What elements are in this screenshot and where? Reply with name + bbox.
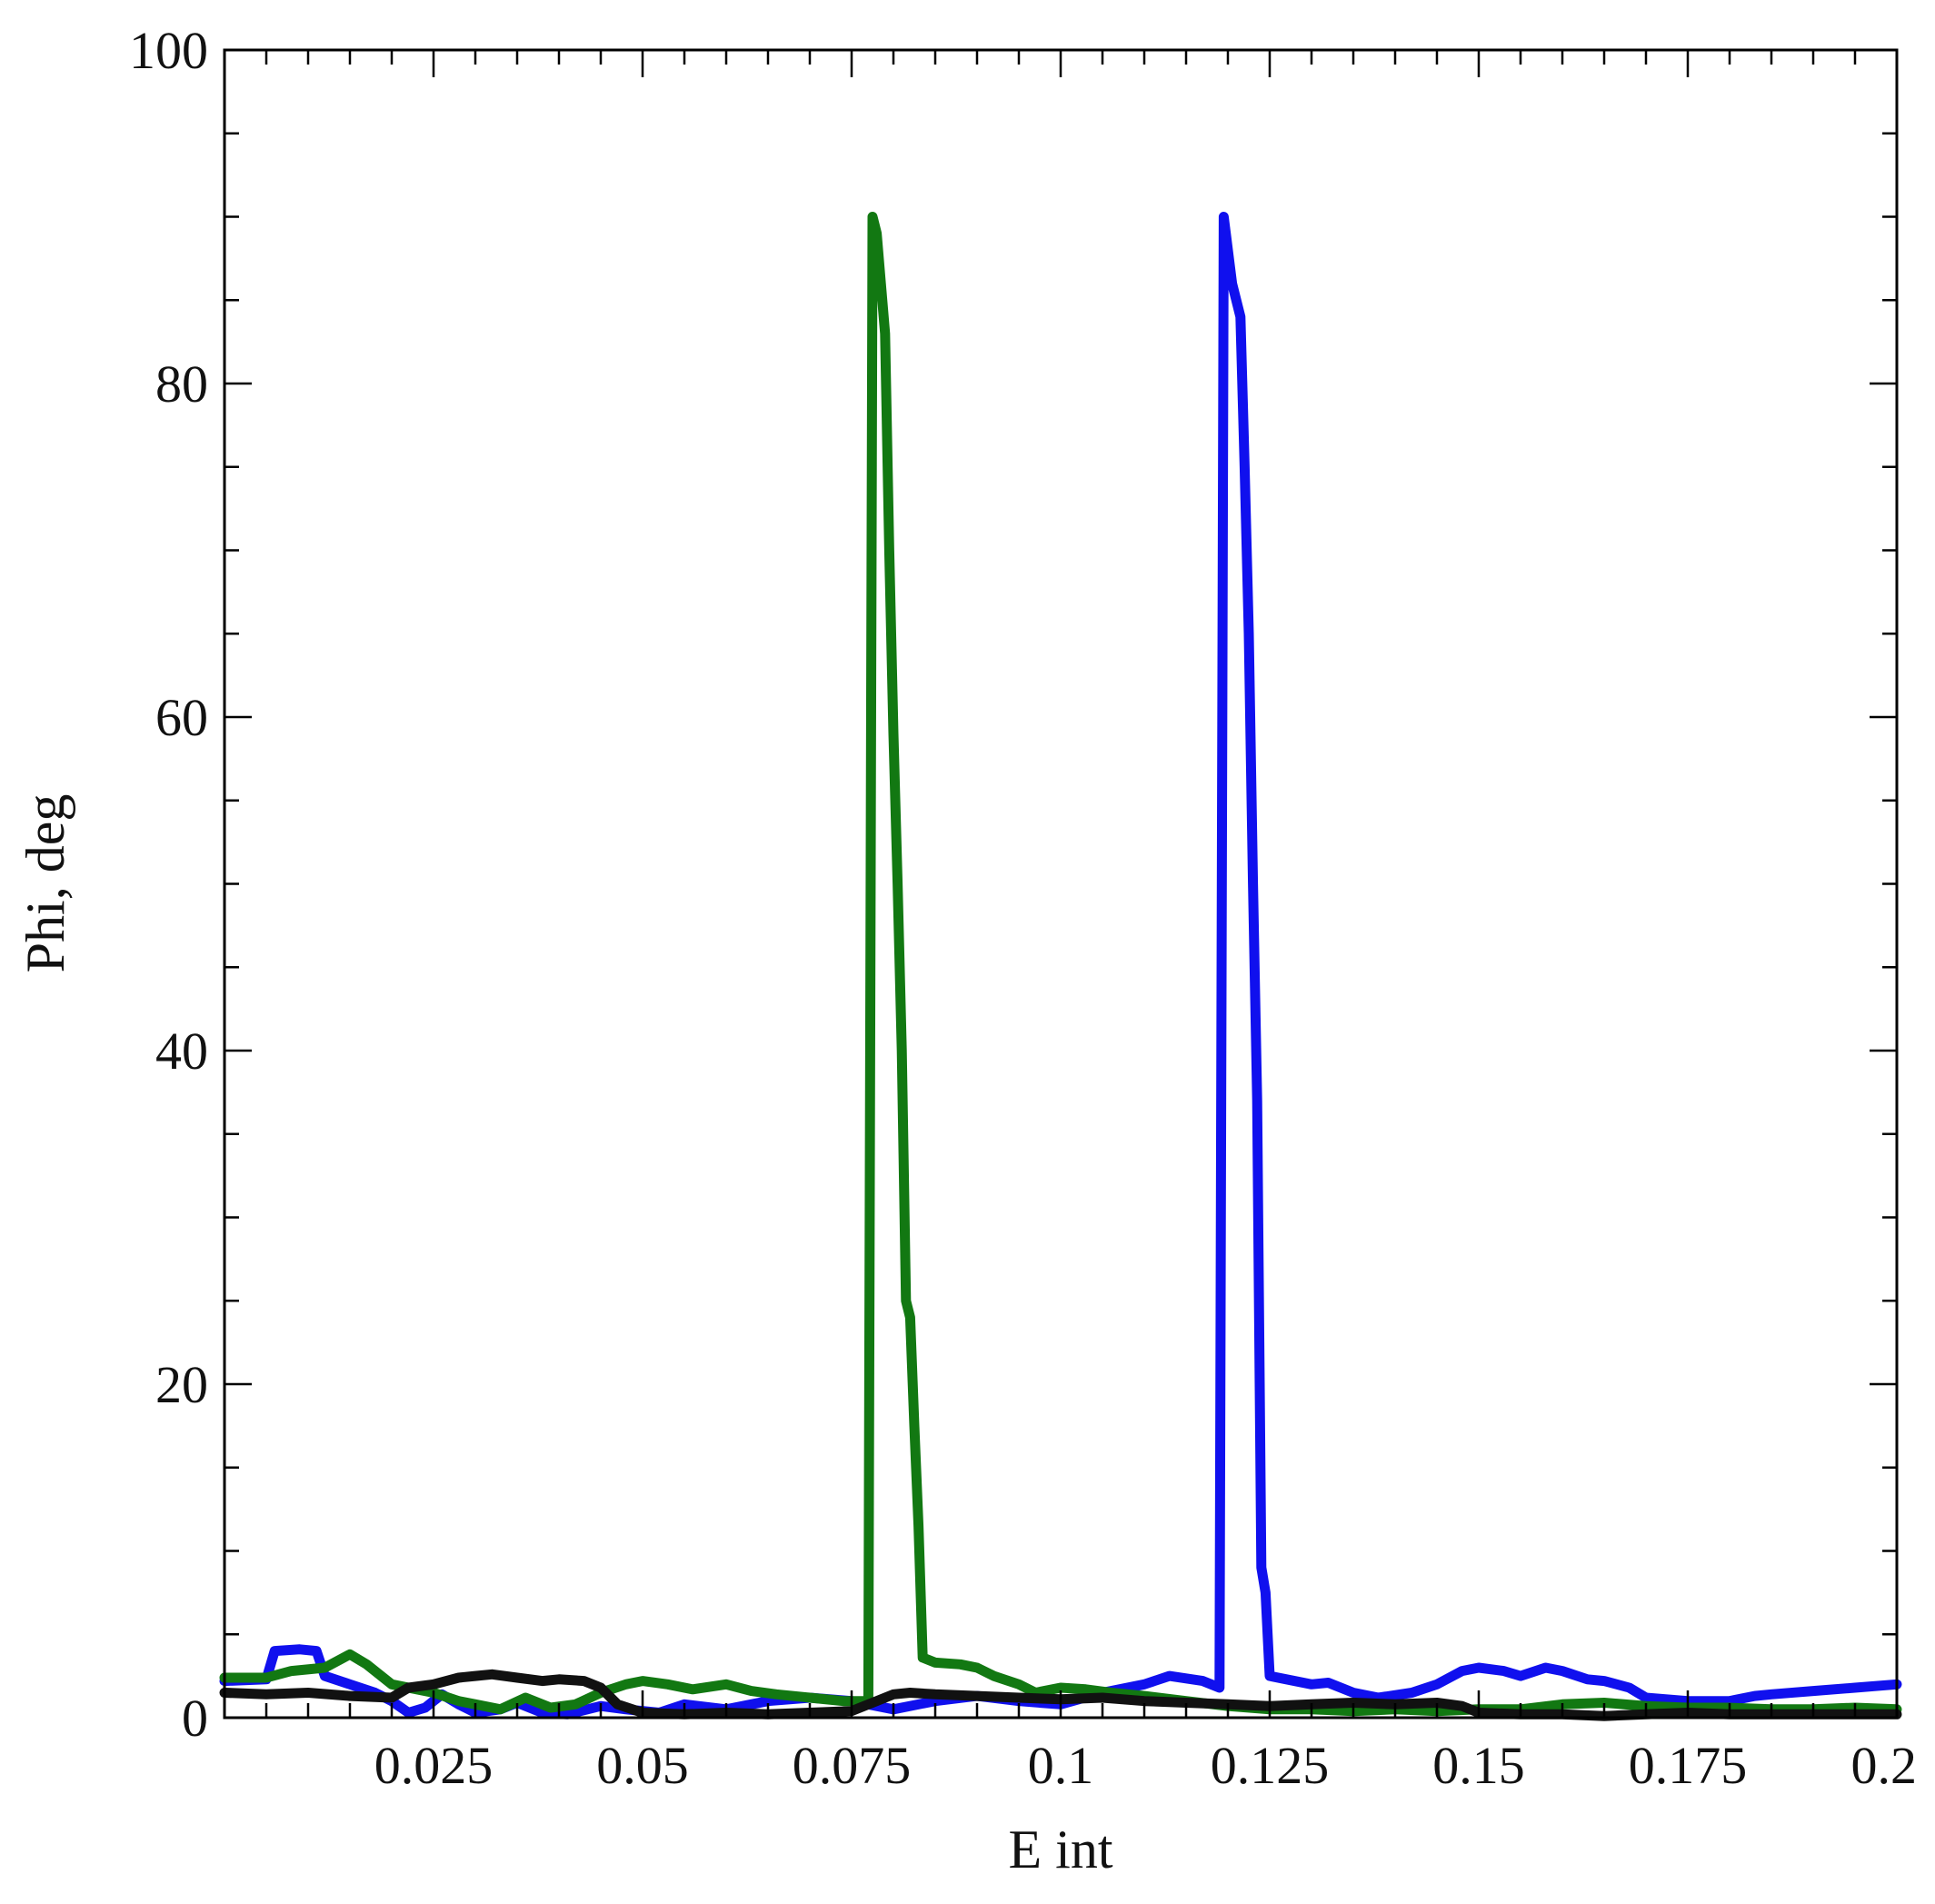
x-tick-label: 0.025 xyxy=(374,1736,494,1795)
x-tick-label: 0.175 xyxy=(1629,1736,1748,1795)
x-tick-label: 0.1 xyxy=(1028,1736,1094,1795)
y-tick-label: 0 xyxy=(182,1689,208,1748)
y-tick-label: 80 xyxy=(155,354,208,414)
x-tick-label: 0.2 xyxy=(1851,1736,1918,1795)
y-tick-label: 40 xyxy=(155,1022,208,1081)
tick-label-layer: 0.025 0.05 0.075 0.1 0.125 0.15 0.175 0.2 0 20 40 6… xyxy=(129,21,1917,1795)
series-layer xyxy=(219,212,1902,1721)
x-axis-label: E int xyxy=(1009,1819,1113,1879)
x-tick-label: 0.05 xyxy=(596,1736,689,1795)
plot-frame xyxy=(223,48,1899,1720)
series-line-3 xyxy=(219,1669,1902,1721)
x-tick-label: 0.125 xyxy=(1211,1736,1330,1795)
x-tick-label: 0.075 xyxy=(793,1736,912,1795)
series-line-2 xyxy=(219,212,1902,1717)
x-tick-label: 0.15 xyxy=(1432,1736,1525,1795)
series-line-1 xyxy=(219,212,1902,1720)
y-tick-label: 60 xyxy=(155,688,208,747)
y-axis-label: Phi, deg xyxy=(15,794,75,973)
tick-layer xyxy=(224,48,1899,1720)
y-tick-label: 100 xyxy=(129,21,208,80)
y-tick-label: 20 xyxy=(155,1355,208,1414)
